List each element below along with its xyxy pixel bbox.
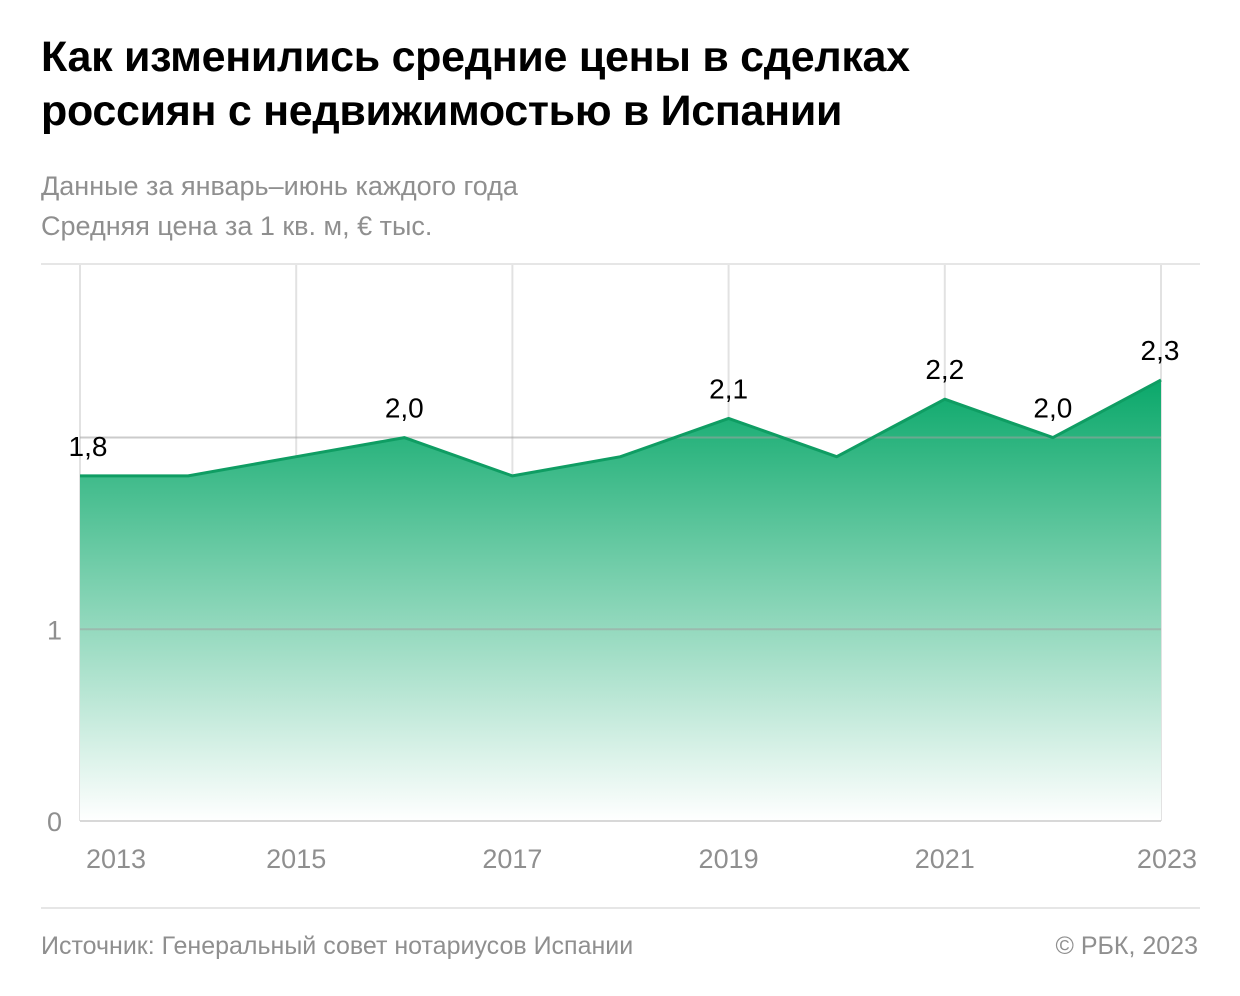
x-tick-label-2013: 2013 — [86, 844, 146, 874]
data-label-2023: 2,3 — [1141, 335, 1180, 366]
source-note: Источник: Генеральный совет нотариусов И… — [41, 932, 634, 960]
data-label-2019: 2,1 — [709, 373, 748, 404]
area-fill — [80, 380, 1161, 821]
title-line-1: Как изменились средние цены в сделках — [41, 33, 910, 81]
y-axis-ticks: 01 — [47, 615, 62, 837]
chart-subtitle: Данные за январь–июнь каждого года Средн… — [41, 166, 1201, 246]
subtitle-period: Данные за январь–июнь каждого года — [41, 171, 518, 201]
subtitle-unit: Средняя цена за 1 кв. м, € тыс. — [41, 211, 433, 241]
x-tick-label-2019: 2019 — [699, 844, 759, 874]
top-divider — [41, 263, 1200, 265]
horizontal-gridlines — [80, 436, 1161, 822]
chart-title: Как изменились средние цены в сделках ро… — [41, 30, 1201, 138]
x-tick-label-2021: 2021 — [915, 844, 975, 874]
title-line-2: россиян с недвижимостью в Испании — [41, 87, 843, 135]
x-tick-label-2023: 2023 — [1137, 844, 1197, 874]
data-label-2021: 2,2 — [925, 354, 964, 385]
data-labels: 1,8 2,0 2,1 2,2 2,0 2,3 — [69, 335, 1180, 462]
data-label-2013: 1,8 — [69, 431, 108, 462]
x-axis-ticks: 2013 2015 2017 2019 2021 2023 — [86, 844, 1197, 874]
x-tick-label-2017: 2017 — [482, 844, 542, 874]
y-tick-label-1: 1 — [47, 615, 62, 645]
y-tick-label-0: 0 — [47, 807, 62, 837]
area-chart: 01 2013 2015 2017 2019 2021 2023 1,82,02,12,2… — [47, 265, 1197, 874]
data-label-2016: 2,0 — [385, 393, 424, 424]
data-label-2022: 2,0 — [1033, 393, 1072, 424]
x-tick-label-2015: 2015 — [266, 844, 326, 874]
series-line — [80, 378, 1162, 478]
copyright: © РБК, 2023 — [1055, 932, 1198, 960]
bottom-divider — [41, 907, 1200, 909]
